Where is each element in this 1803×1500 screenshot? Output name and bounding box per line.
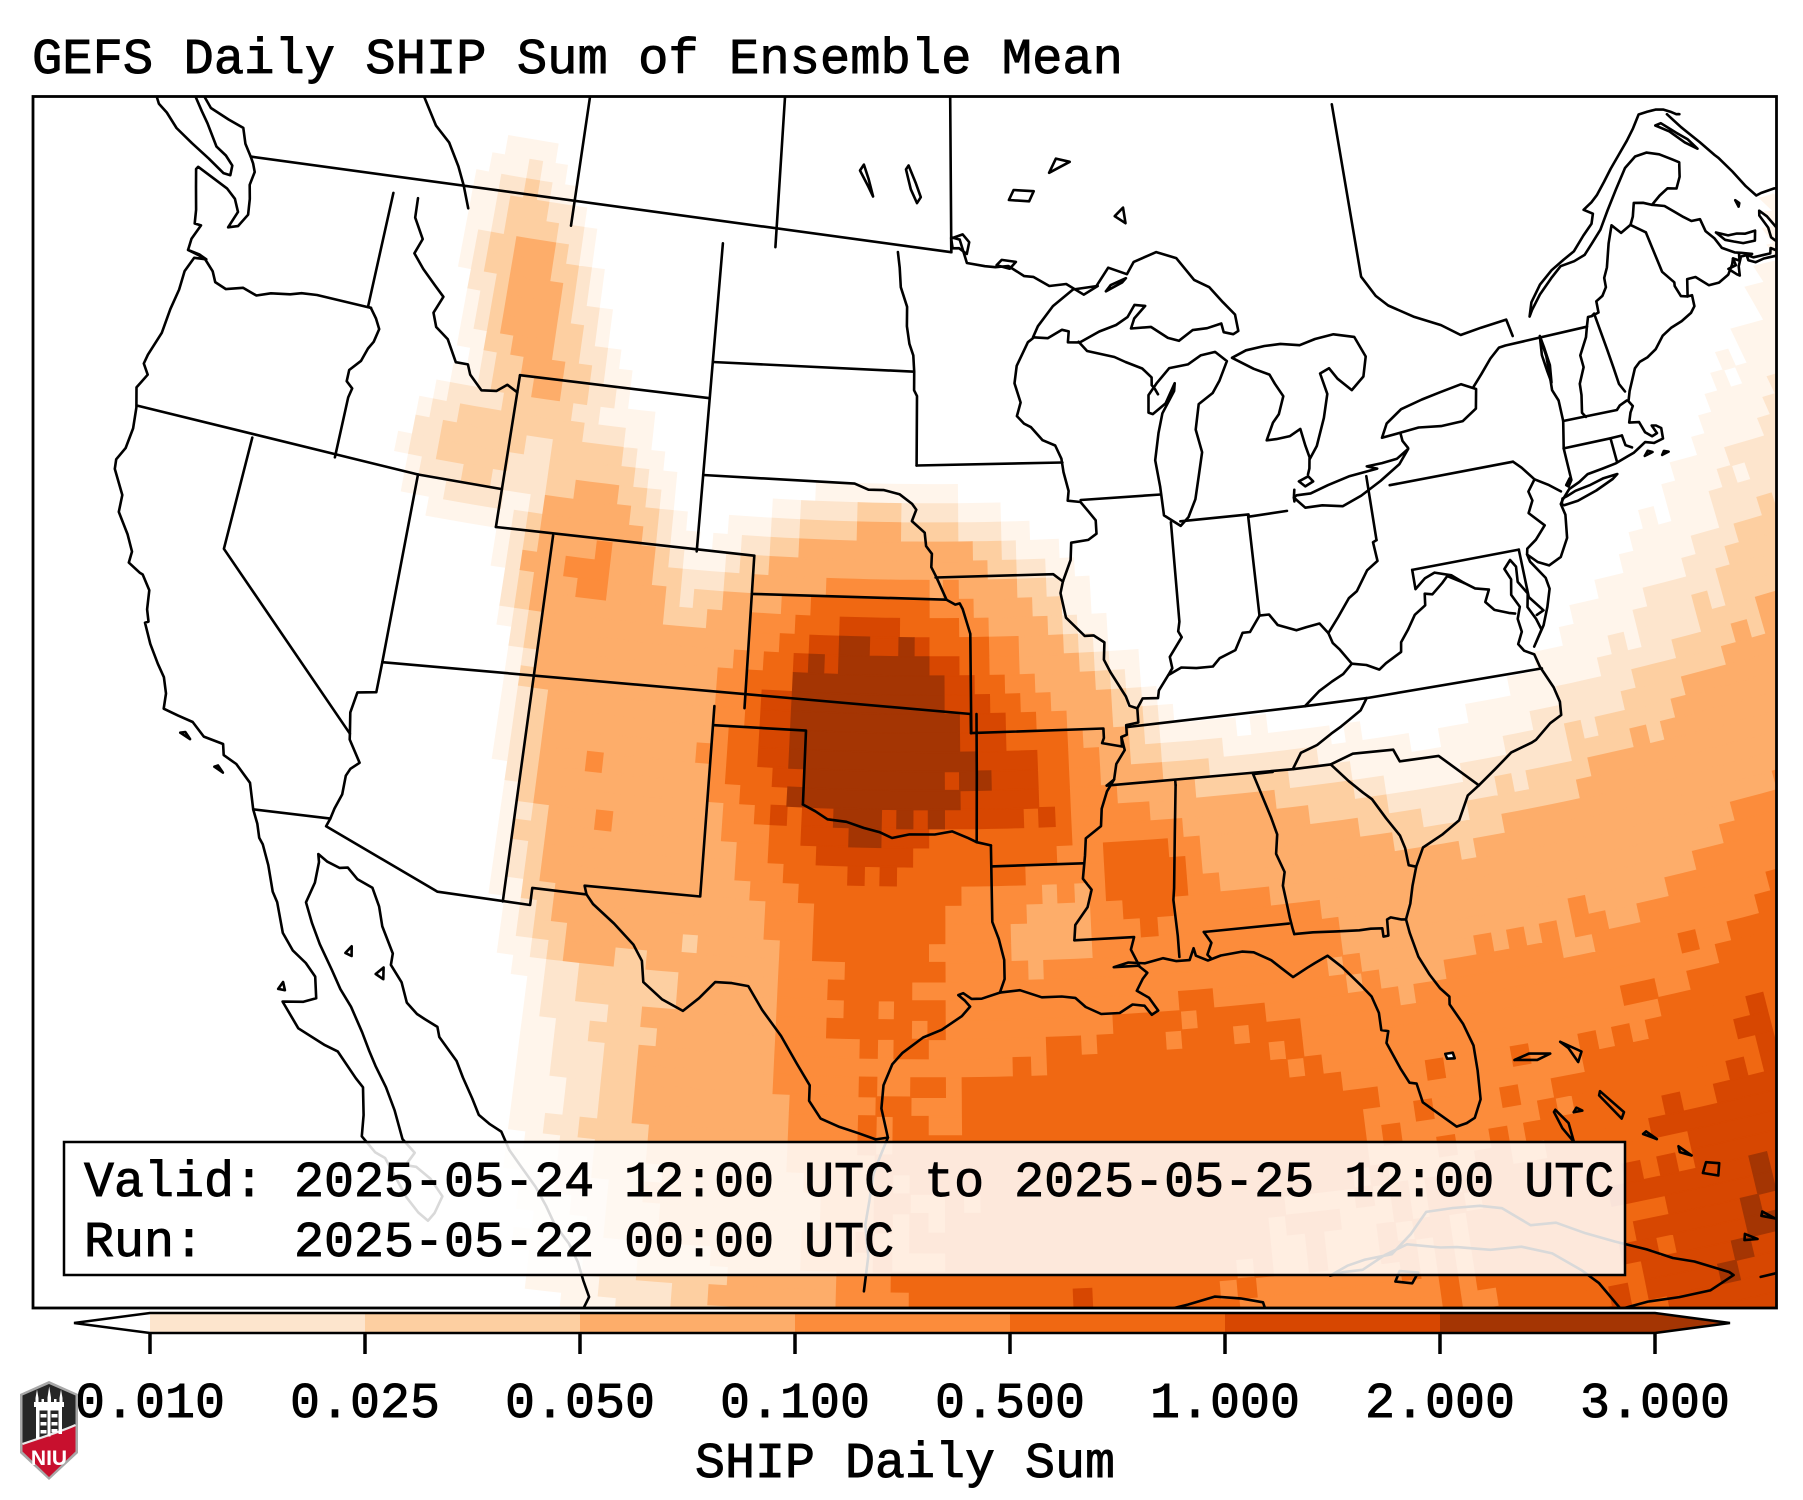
svg-text:1.000: 1.000 [1150,1376,1300,1433]
svg-text:Valid: 2025-05-24 12:00 UTC to: Valid: 2025-05-24 12:00 UTC to 2025-05-2… [84,1155,1614,1212]
svg-text:0.010: 0.010 [75,1376,225,1433]
svg-text:0.025: 0.025 [290,1376,440,1433]
svg-text:0.100: 0.100 [720,1376,870,1433]
svg-text:GEFS Daily SHIP Sum of Ensembl: GEFS Daily SHIP Sum of Ensemble Mean [32,32,1123,89]
svg-text:Run: 2025-05-22 00:00 UTC: Run: 2025-05-22 00:00 UTC [84,1215,894,1272]
svg-text:NIU: NIU [31,1447,67,1470]
svg-text:0.050: 0.050 [505,1376,655,1433]
svg-text:3.000: 3.000 [1580,1376,1730,1433]
svg-text:0.500: 0.500 [935,1376,1085,1433]
svg-text:2.000: 2.000 [1365,1376,1515,1433]
svg-text:SHIP Daily Sum: SHIP Daily Sum [695,1436,1115,1493]
